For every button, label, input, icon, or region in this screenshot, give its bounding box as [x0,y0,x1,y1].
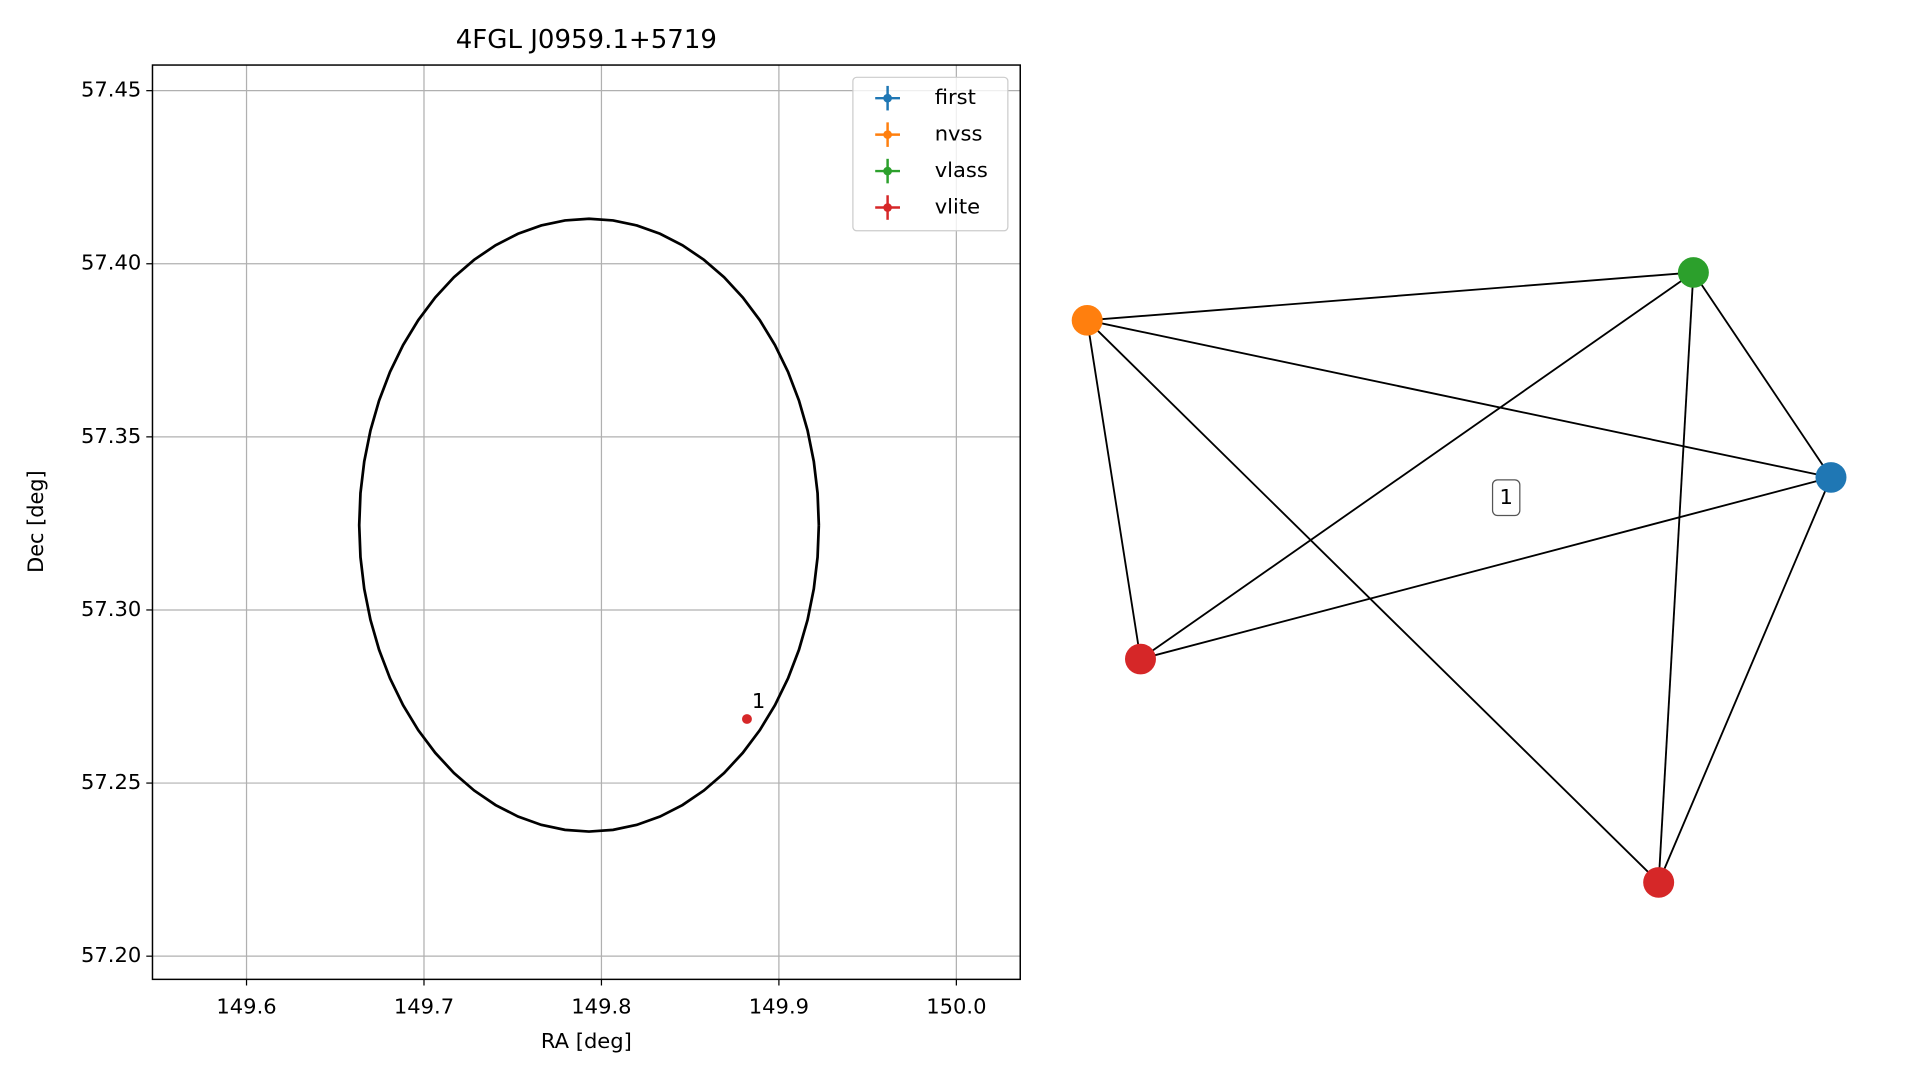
y-tick-label: 57.35 [81,424,141,448]
y-tick-label: 57.40 [81,251,141,275]
graph-edge [1692,271,1832,478]
error-ellipse [357,217,821,833]
graph-node [1815,462,1847,493]
legend-label: vlass [935,158,988,182]
graph-label-box [1491,479,1521,517]
x-tick-label: 149.8 [571,995,631,1019]
x-tick-label: 150.0 [926,995,986,1019]
y-axis-label: Dec [deg] [24,470,48,573]
chart-title: 4FGL J0959.1+5719 [456,25,717,55]
graph-node [1071,304,1103,336]
legend-marker [883,93,892,103]
data-point [742,714,752,724]
legend-label: vlite [935,195,980,219]
y-tick-label: 57.25 [81,770,141,794]
graph-edge [1140,476,1832,660]
y-tick-label: 57.30 [81,597,141,621]
legend-marker [883,166,892,176]
y-tick-label: 57.20 [81,943,141,967]
x-axis-label: RA [deg] [541,1029,632,1053]
plot-frame [151,64,1021,981]
graph-edge [1086,319,1660,884]
legend-label: nvss [935,122,983,146]
y-tick-label: 57.45 [81,78,141,102]
graph-edge [1087,271,1694,322]
point-label: 1 [752,689,765,713]
graph-node [1677,257,1709,288]
graph: 1 [1071,257,1847,898]
x-tick-label: 149.6 [216,995,276,1019]
x-tick-label: 149.9 [749,995,809,1019]
graph-node [1124,643,1156,675]
x-tick-label: 149.7 [394,995,454,1019]
graph-node [1643,867,1675,898]
graph-label: 1 [1499,485,1512,509]
graph-edge [1139,271,1694,660]
legend-label: first [935,85,976,109]
graph-edge [1086,319,1832,479]
legend-marker [883,203,892,212]
legend-box [852,76,1009,232]
graph-edge [1657,272,1695,883]
graph-edge [1086,320,1142,660]
legend-marker [883,130,892,139]
graph-edge [1657,477,1832,883]
